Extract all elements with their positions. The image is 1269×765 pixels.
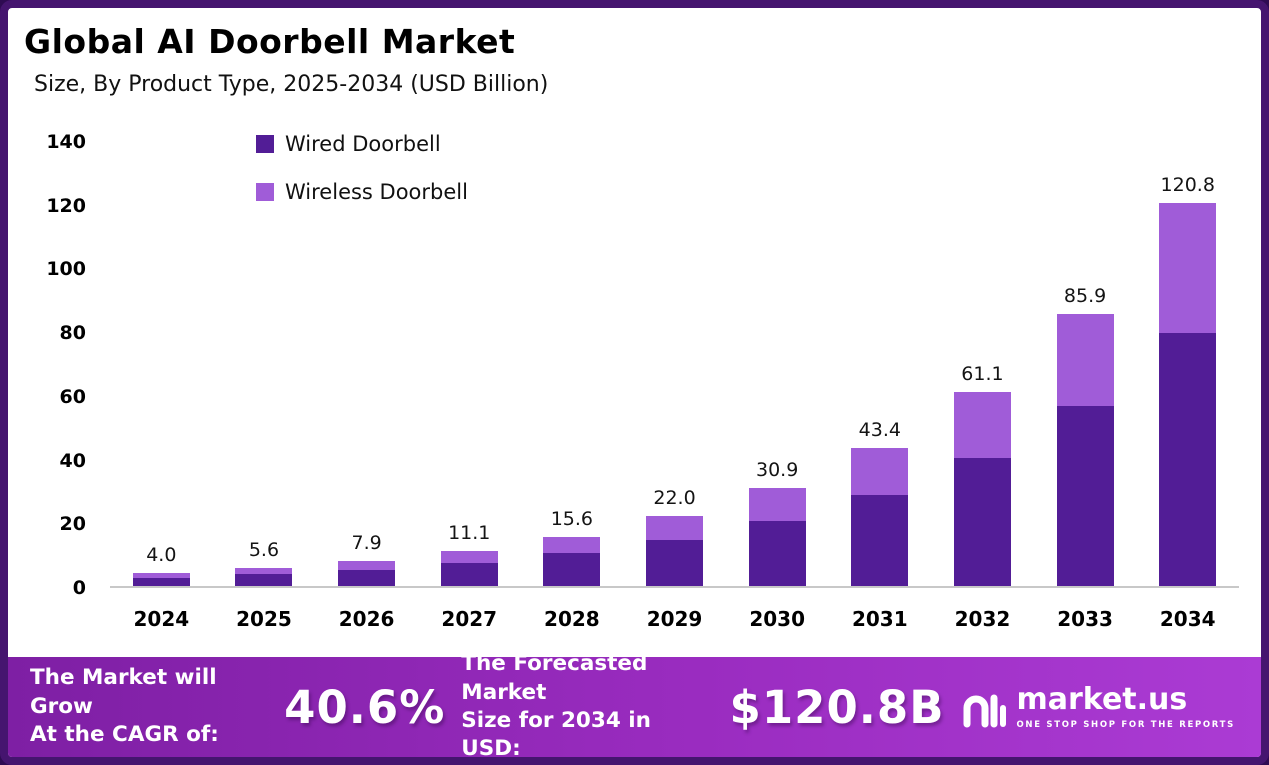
bar-segment-wired-doorbell (646, 540, 704, 586)
bar-value-label: 15.6 (550, 507, 594, 530)
bar-segment-wired-doorbell (953, 458, 1011, 586)
legend-item: Wireless Doorbell (256, 180, 468, 204)
bar-segment-wireless-doorbell (748, 488, 806, 522)
y-axis-tick-label: 120 (46, 194, 86, 217)
chart-legend: Wired Doorbell Wireless Doorbell (256, 132, 468, 204)
bar-group: 7.9 (315, 142, 418, 586)
bar-group: 120.8 (1136, 142, 1239, 586)
bar-group: 11.1 (418, 142, 521, 586)
y-axis-tick-label: 20 (59, 513, 86, 536)
forecast-label-line1: The Forecasted Market (461, 651, 648, 705)
cagr-value: 40.6% (284, 680, 446, 734)
x-axis-label: 2033 (1057, 607, 1113, 631)
bar-value-label: 43.4 (858, 419, 901, 442)
x-axis: 2024 2025 2026 2027 2028 2029 2030 2031 2032 2033… (110, 607, 1239, 631)
forecast-label: The Forecasted Market Size for 2034 in U… (461, 650, 685, 762)
x-axis-label: 2024 (133, 607, 190, 631)
bar-group: 15.6 (521, 142, 624, 586)
x-axis-label: 2027 (441, 607, 498, 631)
bar-segment-wired-doorbell (338, 569, 396, 586)
bar-value-label: 120.8 (1160, 173, 1215, 196)
bar-value-label: 4.0 (146, 544, 177, 567)
brand-tagline: ONE STOP SHOP FOR THE REPORTS (1016, 719, 1235, 730)
chart-title: Global AI Doorbell Market (24, 22, 516, 61)
bar-group: 5.6 (213, 142, 316, 586)
legend-label: Wired Doorbell (285, 132, 441, 156)
bar-value-label: 61.1 (961, 363, 1004, 386)
bar-group: 85.9 (1034, 142, 1137, 586)
bar-segment-wired-doorbell (235, 574, 293, 586)
brand-name: market.us (1016, 681, 1188, 717)
bar-segment-wireless-doorbell (1056, 313, 1114, 407)
forecast-label-line2: Size for 2034 in USD: (461, 708, 651, 762)
bar-segment-wired-doorbell (851, 495, 909, 586)
bar-segment-wireless-doorbell (646, 516, 704, 541)
chart-subtitle: Size, By Product Type, 2025-2034 (USD Bi… (34, 72, 549, 97)
bar-value-label: 7.9 (351, 531, 382, 554)
legend-swatch (256, 183, 274, 201)
x-axis-label: 2032 (954, 607, 1011, 631)
legend-label: Wireless Doorbell (285, 180, 468, 204)
bar-segment-wireless-doorbell (851, 448, 909, 496)
marketus-logo-icon (961, 686, 1007, 728)
bar-group: 4.0 (110, 142, 213, 586)
bar-segment-wired-doorbell (1159, 333, 1217, 586)
footer-banner: The Market will Grow At the CAGR of: 40.… (8, 651, 1261, 757)
bar-group: 43.4 (828, 142, 931, 586)
y-axis: 0 20 40 60 80 100 120 140 (8, 131, 94, 599)
bar-segment-wireless-doorbell (338, 560, 396, 570)
x-axis-label: 2031 (851, 607, 908, 631)
bar-value-label: 11.1 (448, 521, 491, 544)
y-axis-tick-label: 140 (46, 131, 86, 153)
x-axis-label: 2028 (544, 607, 600, 631)
y-axis-tick-label: 0 (72, 577, 86, 599)
cagr-block: The Market will Grow At the CAGR of: 40.… (30, 664, 445, 749)
forecast-value: $120.8B (729, 680, 945, 734)
bar-segment-wired-doorbell (543, 553, 601, 586)
bar-segment-wired-doorbell (748, 521, 806, 586)
bar-value-label: 85.9 (1063, 284, 1107, 307)
y-axis-tick-label: 60 (59, 385, 86, 408)
cagr-label-line1: The Market will Grow (30, 665, 217, 719)
bar-segment-wireless-doorbell (953, 392, 1011, 459)
bar-segment-wired-doorbell (132, 577, 190, 586)
y-axis-tick-label: 80 (59, 322, 86, 345)
y-axis-tick-label: 100 (46, 258, 86, 281)
bar-segment-wired-doorbell (440, 562, 498, 586)
bar-segment-wireless-doorbell (1159, 202, 1217, 334)
x-axis-label: 2034 (1159, 607, 1216, 631)
bar-segment-wireless-doorbell (132, 573, 190, 578)
x-axis-label: 2029 (646, 607, 703, 631)
y-axis-tick-label: 40 (59, 449, 86, 472)
bar-group: 30.9 (726, 142, 829, 586)
bar-segment-wireless-doorbell (440, 550, 498, 563)
bar-segment-wired-doorbell (1056, 406, 1114, 586)
brand-text: market.us ONE STOP SHOP FOR THE REPORTS (1016, 681, 1236, 730)
x-axis-label: 2026 (338, 607, 395, 631)
marketus-logo: market.us ONE STOP SHOP FOR THE REPORTS (961, 681, 1236, 730)
bar-segment-wireless-doorbell (235, 568, 293, 575)
bar-value-label: 22.0 (653, 487, 696, 510)
bar-group: 22.0 (623, 142, 726, 586)
cagr-label: The Market will Grow At the CAGR of: (30, 664, 240, 749)
bar-value-label: 5.6 (248, 539, 280, 562)
legend-item: Wired Doorbell (256, 132, 468, 156)
bar-value-label: 30.9 (756, 459, 799, 482)
bar-segment-wireless-doorbell (543, 536, 601, 554)
x-axis-label: 2025 (236, 607, 292, 631)
bar-group: 61.1 (931, 142, 1034, 586)
cagr-label-line2: At the CAGR of: (30, 722, 219, 748)
forecast-block: The Forecasted Market Size for 2034 in U… (461, 650, 945, 762)
chart-header: Global AI Doorbell Market Size, By Produ… (24, 22, 548, 97)
plot-area: 4.0 5.6 7.9 11.1 15.6 22.0 30.9 43.4 61.1 85.9 120… (110, 142, 1239, 588)
x-axis-label: 2030 (749, 607, 805, 631)
legend-swatch (256, 135, 274, 153)
